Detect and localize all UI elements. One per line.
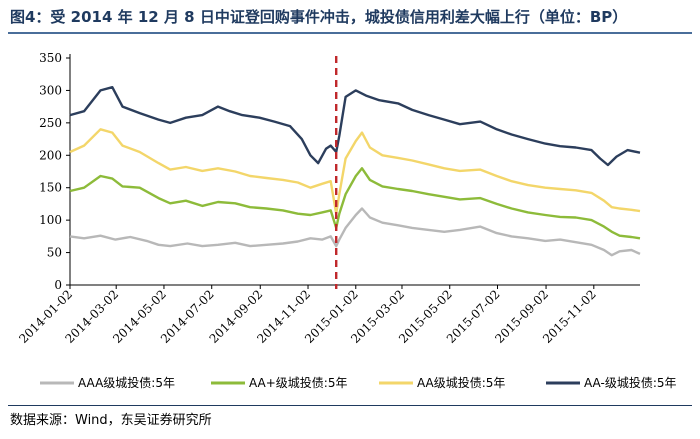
line-chart: 0501001502002503003502014-01-022014-03-0…: [16, 51, 677, 390]
source-note: 数据来源：Wind，东吴证券研究所: [10, 413, 212, 428]
y-tick-label: 100: [39, 213, 62, 227]
y-tick-label: 250: [39, 116, 62, 130]
legend-label-1: AA+级城投债:5年: [249, 375, 348, 390]
y-tick-label: 200: [39, 148, 62, 162]
series-line-1: [69, 167, 641, 240]
series-line-2: [69, 128, 641, 215]
y-tick-label: 0: [54, 278, 62, 292]
y-tick-label: 300: [39, 83, 62, 97]
y-tick-label: 50: [47, 246, 62, 260]
legend-label-2: AA级城投债:5年: [417, 375, 505, 390]
series-line-0: [69, 207, 641, 257]
title-divider: [8, 32, 692, 34]
legend-label-0: AAA级城投债:5年: [78, 375, 175, 390]
series-line-3: [69, 85, 641, 167]
chart-title: 图4：受 2014 年 12 月 8 日中证登回购事件冲击，城投债信用利差大幅上…: [10, 8, 628, 26]
y-tick-label: 150: [39, 181, 62, 195]
legend-label-3: AA-级城投债:5年: [584, 375, 677, 390]
y-tick-label: 350: [39, 51, 62, 65]
source-divider: [8, 405, 692, 406]
